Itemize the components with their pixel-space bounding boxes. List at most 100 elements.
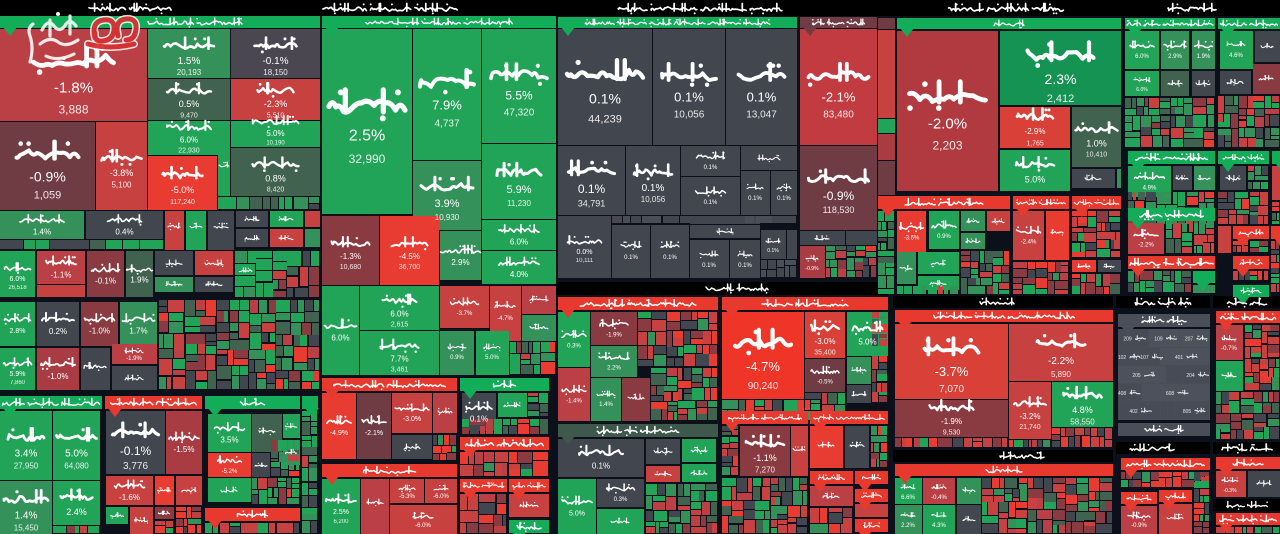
svg-text:58,550: 58,550 — [1070, 418, 1095, 427]
svg-text:2.2%: 2.2% — [901, 523, 915, 529]
svg-text:-4.9%: -4.9% — [330, 430, 348, 437]
svg-text:608: 608 — [1166, 391, 1175, 397]
svg-text:-3.0%: -3.0% — [815, 337, 836, 346]
svg-text:-6.0%: -6.0% — [433, 494, 449, 500]
svg-text:-0.4%: -0.4% — [931, 495, 947, 501]
svg-text:83,480: 83,480 — [823, 110, 854, 121]
svg-text:10,111: 10,111 — [576, 258, 594, 264]
svg-text:0.3%: 0.3% — [614, 497, 628, 503]
svg-text:5.5%: 5.5% — [505, 89, 533, 103]
svg-text:-5.3%: -5.3% — [399, 494, 415, 500]
svg-text:-3.7%: -3.7% — [457, 311, 473, 317]
svg-text:6.6%: 6.6% — [901, 495, 915, 501]
svg-text:2.3%: 2.3% — [1045, 71, 1077, 87]
svg-text:10,680: 10,680 — [340, 264, 362, 271]
svg-text:-1.5%: -1.5% — [174, 445, 195, 454]
svg-text:7.7%: 7.7% — [390, 355, 408, 364]
svg-text:7.9%: 7.9% — [432, 98, 462, 113]
svg-text:90,240: 90,240 — [748, 381, 779, 392]
svg-text:0.1%: 0.1% — [674, 89, 704, 104]
svg-text:408: 408 — [1118, 391, 1127, 397]
svg-text:2.2%: 2.2% — [607, 365, 621, 371]
svg-text:-1.0%: -1.0% — [89, 326, 110, 335]
svg-text:209: 209 — [1123, 337, 1132, 343]
svg-text:1.4%: 1.4% — [15, 510, 38, 521]
svg-text:118,530: 118,530 — [823, 205, 855, 215]
svg-text:0.5%: 0.5% — [179, 99, 200, 109]
svg-text:0.8%: 0.8% — [265, 173, 286, 183]
svg-text:-2.3%: -2.3% — [264, 99, 288, 109]
svg-text:-2.2%: -2.2% — [1138, 242, 1154, 248]
svg-text:5.9%: 5.9% — [506, 184, 531, 196]
svg-text:-0.5%: -0.5% — [817, 379, 833, 385]
svg-text:3.9%: 3.9% — [434, 198, 459, 210]
svg-text:5.0%: 5.0% — [1025, 174, 1046, 184]
svg-text:-2.0%: -2.0% — [928, 116, 967, 133]
svg-text:-4.5%: -4.5% — [399, 252, 420, 261]
svg-text:44,239: 44,239 — [588, 113, 622, 125]
svg-text:1.9%: 1.9% — [1197, 54, 1211, 60]
svg-text:2.5%: 2.5% — [349, 128, 385, 145]
svg-text:6.0%: 6.0% — [1136, 87, 1148, 93]
svg-text:-3.8%: -3.8% — [110, 168, 134, 178]
svg-text:0.1%: 0.1% — [747, 89, 777, 104]
svg-text:0.4%: 0.4% — [115, 227, 133, 236]
svg-text:4,737: 4,737 — [434, 119, 459, 130]
svg-text:5.0%: 5.0% — [65, 448, 88, 459]
svg-text:4.8%: 4.8% — [1072, 405, 1093, 415]
svg-text:18,150: 18,150 — [263, 68, 288, 77]
svg-text:-2.4%: -2.4% — [1021, 239, 1037, 245]
svg-text:13,047: 13,047 — [746, 110, 777, 121]
svg-text:1,059: 1,059 — [34, 190, 62, 202]
svg-text:-1.6%: -1.6% — [119, 493, 140, 502]
svg-text:102: 102 — [1118, 355, 1127, 361]
svg-text:7,070: 7,070 — [939, 384, 964, 395]
svg-text:2.9%: 2.9% — [1168, 54, 1182, 60]
svg-text:3,461: 3,461 — [391, 366, 409, 373]
svg-text:2.8%: 2.8% — [10, 328, 26, 335]
svg-text:0.1%: 0.1% — [704, 200, 718, 206]
svg-text:0.1%: 0.1% — [663, 255, 677, 261]
svg-text:-0.9%: -0.9% — [1131, 523, 1147, 529]
svg-text:7,270: 7,270 — [755, 466, 776, 475]
svg-text:-0.7%: -0.7% — [1221, 346, 1237, 352]
svg-text:5,100: 5,100 — [111, 181, 132, 190]
svg-text:-5.2%: -5.2% — [222, 469, 238, 475]
svg-text:-1.8%: -1.8% — [54, 80, 93, 97]
svg-text:34,791: 34,791 — [578, 199, 606, 209]
svg-text:-1.0%: -1.0% — [48, 372, 69, 381]
svg-text:10,056: 10,056 — [674, 110, 705, 121]
svg-text:-0.1%: -0.1% — [262, 56, 288, 67]
svg-text:207: 207 — [1185, 337, 1194, 343]
svg-text:-2.1%: -2.1% — [365, 430, 383, 437]
svg-text:-3.0%: -3.0% — [403, 416, 421, 423]
svg-text:5.0%: 5.0% — [266, 129, 284, 138]
svg-text:0.1%: 0.1% — [777, 196, 791, 202]
svg-text:-6.0%: -6.0% — [415, 523, 431, 529]
svg-text:6.0%: 6.0% — [510, 237, 528, 246]
svg-text:3.5%: 3.5% — [220, 435, 238, 444]
svg-text:401: 401 — [1175, 355, 1184, 361]
svg-text:8,420: 8,420 — [267, 187, 285, 194]
svg-text:1.7%: 1.7% — [129, 326, 147, 335]
svg-text:36,700: 36,700 — [399, 264, 421, 271]
svg-text:10,930: 10,930 — [435, 213, 460, 222]
svg-text:4.9%: 4.9% — [1143, 185, 1157, 191]
svg-text:0.1%: 0.1% — [748, 196, 762, 202]
svg-text:3,776: 3,776 — [123, 461, 148, 472]
svg-text:3.4%: 3.4% — [15, 448, 38, 459]
svg-text:9,530: 9,530 — [943, 430, 961, 437]
svg-text:-1.9%: -1.9% — [606, 332, 622, 338]
svg-text:0.0%: 0.0% — [577, 249, 593, 256]
svg-text:5.0%: 5.0% — [569, 510, 585, 517]
svg-text:-3.7%: -3.7% — [935, 364, 969, 379]
svg-text:-2.1%: -2.1% — [822, 89, 856, 104]
svg-text:0.1%: 0.1% — [767, 248, 779, 254]
svg-text:0.2%: 0.2% — [49, 327, 67, 336]
svg-text:0.9%: 0.9% — [450, 355, 464, 361]
svg-text:26,518: 26,518 — [8, 285, 27, 291]
svg-text:-5.0%: -5.0% — [171, 185, 195, 195]
svg-text:7,860: 7,860 — [10, 380, 26, 386]
svg-text:-1.1%: -1.1% — [753, 453, 777, 463]
svg-text:5.0%: 5.0% — [858, 338, 876, 347]
